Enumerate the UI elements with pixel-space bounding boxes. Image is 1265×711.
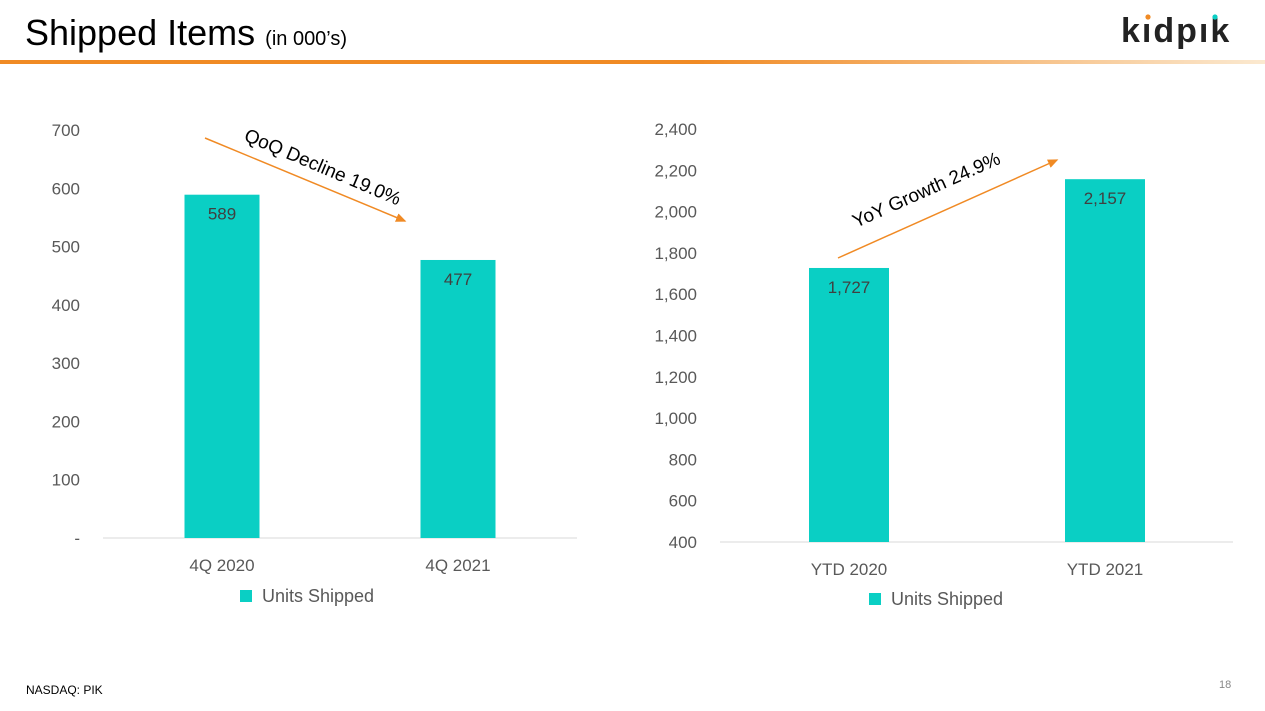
y-tick-label: 100 — [52, 471, 80, 490]
y-tick-label: 1,400 — [654, 327, 697, 346]
legend-label: Units Shipped — [262, 586, 374, 606]
y-tick-label: 1,000 — [654, 409, 697, 428]
y-tick-label: 400 — [669, 533, 697, 552]
y-tick-label: 400 — [52, 296, 80, 315]
bar — [1065, 179, 1145, 542]
page-title: Shipped Items (in 000’s) — [25, 12, 347, 54]
annotation-qoq: QoQ Decline 19.0% — [241, 125, 404, 210]
x-tick-label: 4Q 2020 — [189, 556, 254, 575]
chart-quarterly: - 100 200 300 400 500 600 700 589 4Q 2020 477 4Q 20… — [52, 121, 577, 606]
data-label: 477 — [444, 270, 472, 289]
title-text: Shipped Items — [25, 12, 256, 53]
title-suffix: (in 000’s) — [265, 28, 348, 50]
y-tick-label: 700 — [52, 121, 80, 140]
x-tick-label: 4Q 2021 — [425, 556, 490, 575]
y-tick-label: 500 — [52, 238, 80, 257]
y-tick-label: 1,600 — [654, 285, 697, 304]
data-label: 2,157 — [1084, 189, 1127, 208]
bar — [809, 267, 889, 542]
data-label: 1,727 — [828, 278, 871, 297]
title-divider — [0, 60, 1265, 64]
footer-ticker: NASDAQ: PIK — [26, 683, 103, 697]
y-tick-label: - — [74, 529, 80, 548]
y-tick-label: 1,200 — [654, 368, 697, 387]
decline-arrow — [204, 137, 407, 222]
page-number: 18 — [1219, 679, 1232, 691]
y-tick-label: 2,000 — [654, 203, 697, 222]
x-tick-label: YTD 2020 — [811, 560, 888, 579]
y-tick-label: 300 — [52, 354, 80, 373]
y-tick-label: 2,400 — [654, 120, 697, 139]
y-tick-label: 800 — [669, 450, 697, 469]
annotation-yoy: YoY Growth 24.9% — [849, 148, 1003, 232]
y-tick-label: 600 — [52, 179, 80, 198]
chart-ytd: 400 600 800 1,000 1,200 1,400 1,600 1,800 2,000 2… — [654, 120, 1233, 609]
growth-arrow — [837, 159, 1059, 259]
data-label: 589 — [208, 205, 236, 224]
legend-label: Units Shipped — [891, 589, 1003, 609]
y-tick-label: 200 — [52, 412, 80, 431]
bar — [184, 194, 260, 538]
x-tick-label: YTD 2021 — [1067, 560, 1144, 579]
svg-text:kıdpık: kıdpık — [1121, 12, 1231, 50]
y-tick-label: 2,200 — [654, 161, 697, 180]
y-tick-label: 600 — [669, 492, 697, 511]
kidpik-logo: kıdpık — [1121, 12, 1231, 50]
bar — [420, 259, 496, 538]
legend-swatch — [240, 590, 252, 602]
legend-swatch — [869, 593, 881, 605]
y-tick-label: 1,800 — [654, 244, 697, 263]
